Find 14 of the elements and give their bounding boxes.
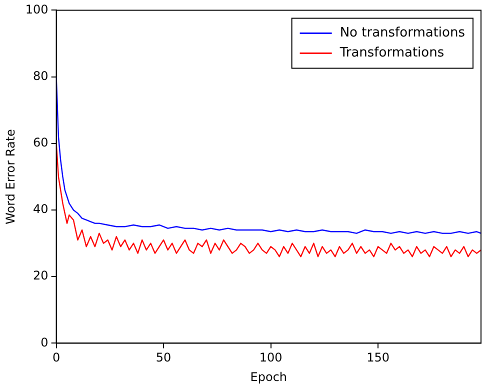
y-tick-label: 40 <box>33 202 48 216</box>
x-tick-label: 100 <box>259 350 282 365</box>
y-tick-label: 100 <box>25 2 48 16</box>
x-axis-title: Epoch <box>250 370 288 384</box>
x-tick-label: 50 <box>156 350 172 365</box>
legend-label: No transformations <box>340 26 466 41</box>
y-axis-title: Word Error Rate <box>3 129 18 224</box>
y-tick-label: 20 <box>33 268 48 283</box>
y-tick-label: 0 <box>40 335 48 350</box>
y-tick-label: 80 <box>33 68 48 83</box>
x-tick-label: 0 <box>52 350 60 365</box>
y-tick-label: 60 <box>33 136 48 150</box>
legend-label: Transformations <box>338 46 444 61</box>
x-tick-label: 150 <box>366 350 390 365</box>
